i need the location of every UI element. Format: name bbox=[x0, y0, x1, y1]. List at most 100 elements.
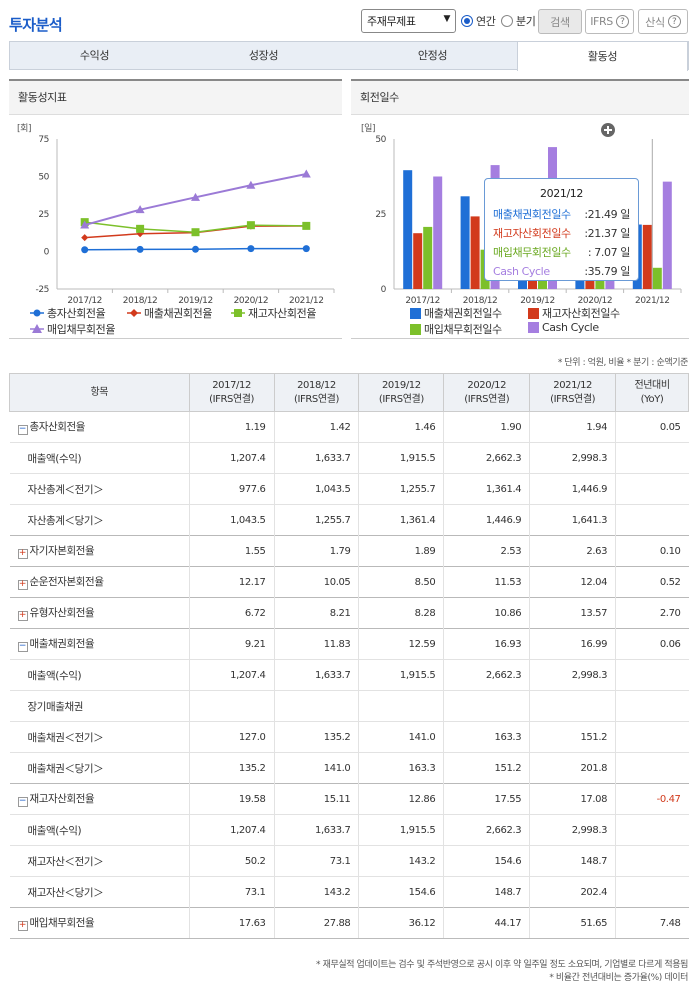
radio-annual[interactable]: 연간 bbox=[461, 13, 496, 29]
tab-profitability[interactable]: 수익성 bbox=[79, 49, 110, 62]
report-type-value: 주재무제표 bbox=[367, 15, 416, 28]
collapse-icon[interactable]: − bbox=[17, 424, 28, 435]
yoy-cell: 7.48 bbox=[615, 907, 689, 939]
chevron-down-icon: ▼ bbox=[443, 14, 450, 24]
legend-label: 총자산회전율 bbox=[47, 307, 106, 320]
y-tick-label: 0 bbox=[44, 248, 50, 258]
row-label[interactable]: + 매입채무회전율 bbox=[9, 907, 190, 939]
tab-stability[interactable]: 안정성 bbox=[417, 49, 448, 62]
legend-diamond-icon bbox=[127, 309, 141, 317]
data-point bbox=[246, 180, 256, 189]
data-point bbox=[192, 245, 199, 253]
yoy-cell bbox=[615, 442, 689, 474]
y-unit-label: [회] bbox=[17, 123, 31, 134]
tab-activity[interactable]: 활동성 bbox=[517, 41, 688, 71]
legend-item: 재고자산회전일수 bbox=[528, 305, 620, 321]
y-tick-label: -25 bbox=[36, 285, 50, 295]
value-cell: 1,915.5 bbox=[358, 814, 444, 846]
value-cell: 2.63 bbox=[529, 535, 616, 567]
data-point bbox=[80, 220, 90, 229]
y-unit-label: [일] bbox=[361, 123, 375, 134]
formula-button[interactable]: 산식? bbox=[638, 9, 688, 34]
column-header: 2019/12 (IFRS연결) bbox=[358, 373, 445, 412]
table-header-row: 항목 2017/12 (IFRS연결) 2018/12 (IFRS연결) 2019/… bbox=[9, 373, 689, 412]
value-cell: 1,446.9 bbox=[529, 473, 616, 505]
column-header: 2018/12 (IFRS연결) bbox=[273, 373, 360, 412]
data-point bbox=[81, 246, 89, 254]
legend-label: 재고자산회전일수 bbox=[542, 307, 620, 320]
row-label[interactable]: + 순운전자본회전율 bbox=[9, 566, 190, 598]
legend-item: 매입채무회전율 bbox=[30, 321, 115, 337]
data-point bbox=[81, 234, 89, 242]
collapse-icon[interactable]: − bbox=[17, 796, 28, 807]
value-cell: 8.50 bbox=[358, 566, 444, 598]
row-label[interactable]: + 자기자본회전율 bbox=[9, 535, 190, 567]
tooltip-value: :21.37 일 bbox=[584, 227, 630, 240]
value-cell: 13.57 bbox=[529, 597, 616, 629]
value-cell: 1.55 bbox=[188, 535, 275, 567]
y-tick-label: 50 bbox=[38, 173, 49, 183]
value-cell: 2,662.3 bbox=[443, 659, 530, 691]
row-label[interactable]: + 유형자산회전율 bbox=[9, 597, 190, 629]
radio-quarter[interactable]: 분기 bbox=[501, 13, 536, 29]
tooltip-row: Cash Cycle:35.79 일 bbox=[493, 262, 630, 281]
legend-circle-icon bbox=[30, 309, 44, 317]
yoy-cell: 0.06 bbox=[615, 628, 689, 660]
panel-title: 활동성지표 bbox=[9, 81, 342, 115]
row-label-text: 매출액(수익) bbox=[27, 452, 82, 465]
row-label: 자산총계＜전기＞ bbox=[9, 473, 190, 505]
tab-growth[interactable]: 성장성 bbox=[248, 49, 279, 62]
value-cell: 12.04 bbox=[529, 566, 616, 598]
value-cell: 50.2 bbox=[188, 845, 275, 877]
report-type-select[interactable]: 주재무제표 ▼ bbox=[361, 9, 456, 33]
value-cell: 1,446.9 bbox=[443, 504, 530, 536]
row-label-text: 매출채권＜전기＞ bbox=[27, 731, 104, 744]
expand-icon[interactable]: + bbox=[17, 548, 28, 559]
legend-item: Cash Cycle bbox=[528, 321, 599, 334]
row-label-text: 유형자산회전율 bbox=[29, 607, 95, 619]
bar bbox=[460, 196, 470, 289]
row-label[interactable]: − 매출채권회전율 bbox=[9, 628, 190, 660]
expand-icon[interactable]: + bbox=[17, 920, 28, 931]
legend-item: 매출채권회전일수 bbox=[410, 305, 502, 321]
value-cell: 17.63 bbox=[188, 907, 275, 939]
row-label: 매출액(수익) bbox=[9, 659, 190, 691]
row-label: 매출액(수익) bbox=[9, 814, 190, 846]
row-label[interactable]: − 재고자산회전율 bbox=[9, 783, 190, 815]
value-cell: 1.79 bbox=[273, 535, 359, 567]
row-label: 재고자산＜당기＞ bbox=[9, 876, 190, 908]
row-label-text: 자기자본회전율 bbox=[29, 545, 95, 557]
expand-icon[interactable]: + bbox=[17, 610, 28, 621]
row-label-text: 순운전자본회전율 bbox=[29, 576, 104, 588]
value-cell: 143.2 bbox=[273, 876, 359, 908]
table-row: 재고자산＜당기＞ 73.1 143.2 154.6 148.7 202.4 bbox=[9, 876, 689, 908]
table-row: 장기매출채권 bbox=[9, 690, 689, 722]
value-cell: 1,043.5 bbox=[188, 504, 275, 536]
value-cell: 1.19 bbox=[188, 411, 275, 443]
collapse-icon[interactable]: − bbox=[17, 641, 28, 652]
page-title: 투자분석 bbox=[9, 16, 63, 34]
row-label[interactable]: − 총자산회전율 bbox=[9, 411, 190, 443]
data-point bbox=[246, 221, 255, 230]
ifrs-button[interactable]: IFRS? bbox=[585, 9, 634, 34]
y-tick-label: 25 bbox=[375, 210, 386, 220]
activity-ratio-chart: [회] 75 50 25 0 -25 2017/12 2018/12 2019/12 2020/1… bbox=[17, 123, 335, 306]
table-row: 자산총계＜전기＞ 977.6 1,043.5 1,255.7 1,361.4 1,446.… bbox=[9, 473, 689, 505]
tooltip-title: 2021/12 bbox=[540, 187, 583, 200]
value-cell: 135.2 bbox=[188, 752, 275, 784]
value-cell: 2,662.3 bbox=[443, 442, 530, 474]
expand-icon[interactable]: + bbox=[17, 579, 28, 590]
value-cell: 977.6 bbox=[188, 473, 275, 505]
analysis-tabs: 수익성 성장성 안정성 활동성 bbox=[9, 41, 689, 71]
legend-label: Cash Cycle bbox=[542, 321, 599, 334]
activity-table: 항목 2017/12 (IFRS연결) 2018/12 (IFRS연결) 2019/… bbox=[9, 373, 689, 939]
row-label-text: 매출채권회전율 bbox=[29, 638, 95, 650]
row-label: 장기매출채권 bbox=[9, 690, 190, 722]
table-row: 매출채권＜당기＞ 135.2 141.0 163.3 151.2 201.8 bbox=[9, 752, 689, 784]
table-row: + 순운전자본회전율 12.17 10.05 8.50 11.53 12.04 0.52 bbox=[9, 566, 689, 598]
legend-swatch-icon bbox=[528, 322, 539, 333]
search-button[interactable]: 검색 bbox=[538, 9, 582, 34]
value-cell: 151.2 bbox=[443, 752, 530, 784]
value-cell bbox=[188, 690, 275, 722]
value-cell: 2.53 bbox=[443, 535, 530, 567]
